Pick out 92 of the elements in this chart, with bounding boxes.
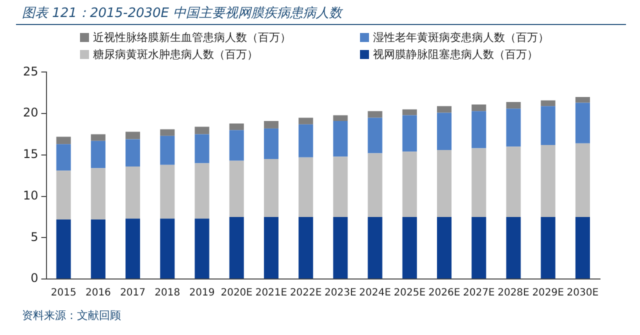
bar — [160, 218, 175, 278]
bar — [368, 118, 382, 154]
chart-title: 图表 121：2015-2030E 中国主要视网膜疾病患病人数 — [22, 5, 342, 22]
x-tick-label: 2019 — [189, 288, 215, 299]
bar — [194, 134, 210, 164]
x-tick-label: 2030E — [566, 288, 599, 299]
bar — [540, 216, 556, 278]
x-tick-label: 2021E — [255, 288, 288, 299]
x-tick-label: 2022E — [290, 288, 322, 299]
bar — [126, 139, 140, 166]
bar — [298, 157, 314, 217]
bar — [506, 146, 521, 217]
bar — [402, 109, 417, 116]
bar — [56, 144, 71, 171]
x-tick-label: 2015 — [50, 288, 76, 299]
bar — [368, 216, 382, 278]
bar — [56, 219, 71, 278]
bar — [540, 144, 556, 217]
bar — [298, 216, 314, 278]
bar — [194, 218, 210, 278]
bar — [229, 130, 244, 161]
bar — [160, 136, 175, 165]
bar — [126, 218, 140, 278]
bar — [264, 128, 278, 160]
bar — [402, 115, 417, 152]
bar — [298, 118, 314, 124]
bar — [90, 219, 106, 278]
bar — [472, 216, 486, 278]
y-tick-label: 5 — [30, 230, 38, 244]
x-tick-label: 2026E — [428, 288, 460, 299]
bar — [90, 168, 106, 220]
bar — [333, 156, 348, 217]
bar — [436, 112, 452, 150]
bar — [575, 102, 590, 144]
bar — [436, 150, 452, 217]
bar — [194, 126, 210, 134]
bar — [506, 108, 521, 147]
bar — [229, 160, 244, 217]
bar — [264, 159, 278, 217]
bar — [472, 111, 486, 148]
bar — [90, 134, 106, 141]
bar — [333, 115, 348, 122]
bar — [402, 216, 417, 278]
y-tick-label: 15 — [22, 147, 38, 162]
bar — [333, 216, 348, 278]
bar — [229, 123, 244, 130]
bar — [472, 148, 486, 217]
y-tick-label: 20 — [22, 106, 38, 120]
x-tick-label: 2029E — [532, 288, 564, 299]
legend-label: 糖尿病黄斑水肿患病人数（百万） — [93, 48, 258, 61]
bar — [472, 104, 486, 112]
legend-label: 视网膜静脉阻塞患病人数（百万） — [373, 48, 538, 61]
bar — [160, 164, 175, 219]
x-tick-label: 2023E — [324, 288, 356, 299]
bar — [368, 111, 382, 118]
x-tick-label: 2028E — [498, 288, 530, 299]
bar — [402, 152, 417, 217]
bar — [436, 216, 452, 278]
x-tick-label: 2024E — [359, 288, 391, 299]
bar — [575, 216, 590, 278]
bar — [540, 106, 556, 145]
bar — [506, 216, 521, 278]
bar — [540, 100, 556, 106]
bar — [333, 121, 348, 157]
y-tick-label: 0 — [30, 271, 38, 286]
bar — [160, 129, 175, 136]
bar — [298, 124, 314, 158]
y-tick-label: 25 — [22, 64, 38, 78]
bar — [264, 216, 278, 278]
bar — [229, 216, 244, 278]
bar — [56, 136, 71, 144]
bar — [264, 121, 278, 128]
legend-label: 湿性老年黄斑病变患病人数（百万） — [373, 31, 549, 44]
x-tick-label: 2025E — [394, 288, 426, 299]
bar — [194, 163, 210, 219]
x-tick-label: 2020E — [220, 288, 253, 299]
bar — [90, 140, 106, 168]
legend-label: 近视性脉络膜新生血管患病人数（百万） — [93, 31, 291, 44]
x-tick-label: 2016 — [85, 288, 111, 299]
bar — [368, 153, 382, 217]
x-tick-label: 2027E — [462, 288, 495, 299]
bar — [506, 102, 521, 109]
bar — [575, 143, 590, 217]
bar — [126, 132, 140, 140]
text: 资料来源：文献回顾 — [22, 308, 121, 323]
bar — [126, 166, 140, 219]
x-tick-label: 2018 — [154, 288, 180, 299]
y-tick-label: 10 — [22, 188, 38, 202]
bar — [575, 97, 590, 103]
bar — [56, 170, 71, 220]
bar — [436, 106, 452, 113]
x-tick-label: 2017 — [120, 288, 146, 299]
